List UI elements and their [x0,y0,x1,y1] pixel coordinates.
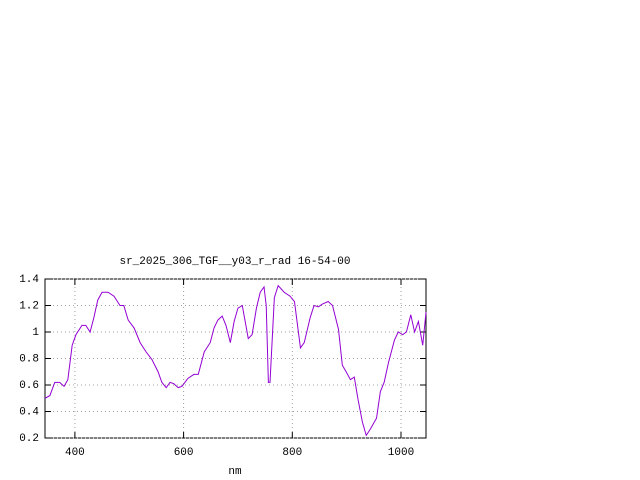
x-axis-label: nm [228,466,242,478]
y-tick-label: 0.8 [19,353,39,365]
x-tick-label: 600 [174,447,194,459]
y-tick-label: 1 [32,327,39,339]
chart-title: sr_2025_306_TGF__y03_r_rad 16-54-00 [119,256,350,268]
y-tick-label: 0.4 [19,406,39,418]
y-tick-label: 0.2 [19,433,39,445]
y-tick-label: 0.6 [19,380,39,392]
x-tick-label: 800 [282,447,302,459]
x-tick-label: 400 [65,447,85,459]
data-line [44,284,427,437]
x-tick-label: 1000 [388,447,414,459]
plot-border [44,278,427,439]
y-tick-label: 1.4 [19,274,39,286]
y-tick-label: 1.2 [19,300,39,312]
